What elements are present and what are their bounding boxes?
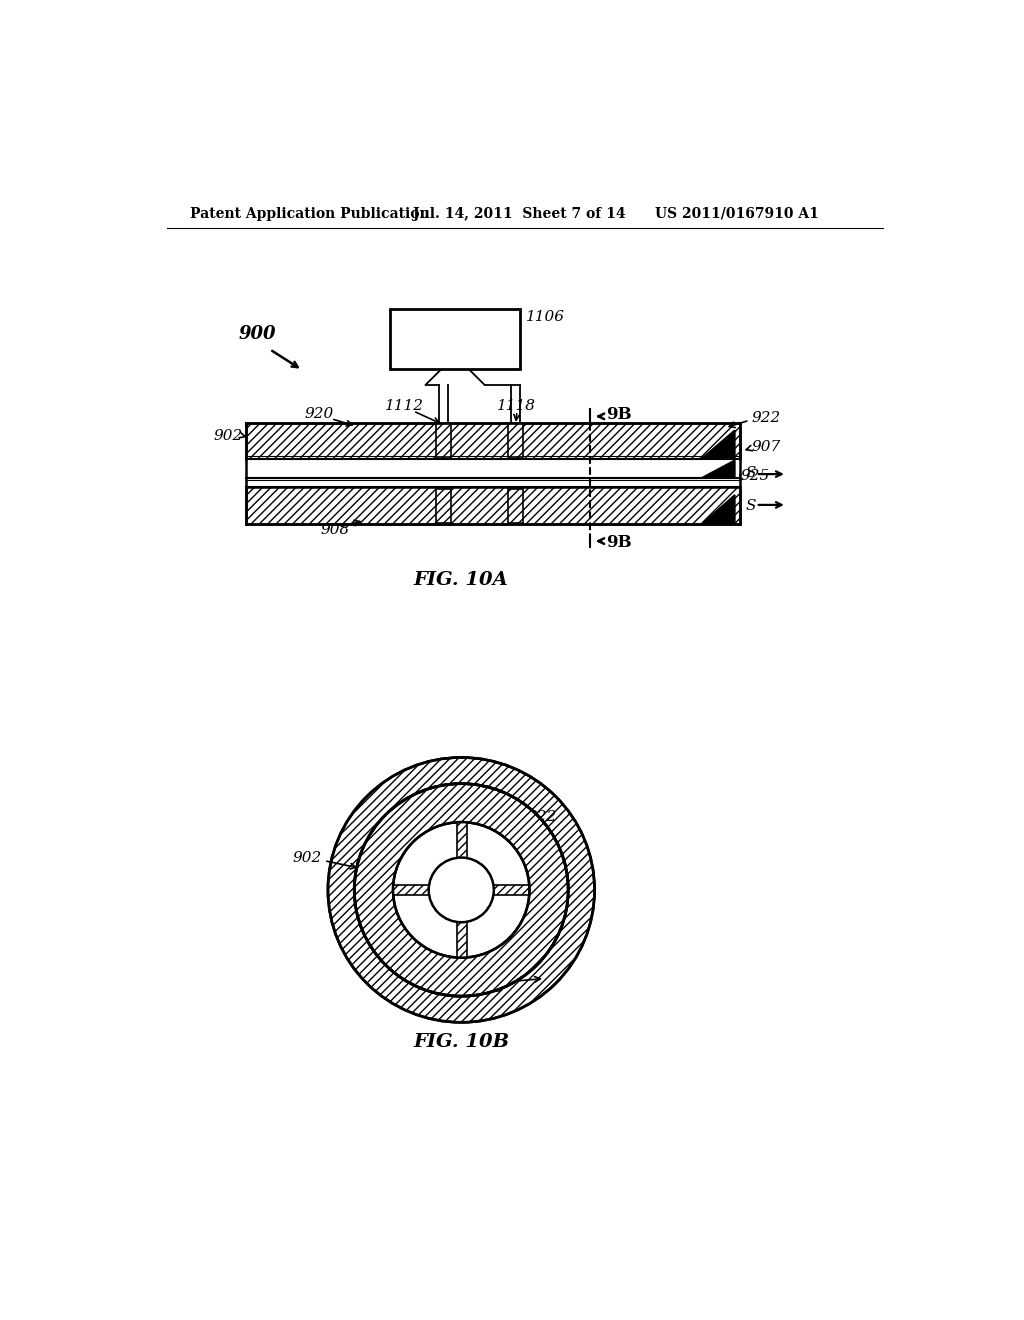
Bar <box>247 459 739 478</box>
Text: 905: 905 <box>663 475 692 488</box>
Circle shape <box>328 758 595 1022</box>
Text: FIG. 10B: FIG. 10B <box>414 1034 509 1051</box>
Bar <box>393 884 529 895</box>
Circle shape <box>393 822 529 958</box>
Text: 1118: 1118 <box>497 400 536 413</box>
Text: 1106: 1106 <box>526 310 565 323</box>
Text: 9B: 9B <box>606 407 632 424</box>
Text: 900: 900 <box>239 325 276 343</box>
Bar <box>246 487 740 524</box>
Text: S: S <box>745 499 756 512</box>
Text: 902: 902 <box>213 429 243 442</box>
Polygon shape <box>701 430 735 459</box>
Bar <box>390 309 520 370</box>
Text: 907: 907 <box>751 440 780 454</box>
Bar <box>435 488 452 523</box>
Bar <box>508 424 523 457</box>
Text: 920: 920 <box>305 407 334 421</box>
Text: Jul. 14, 2011  Sheet 7 of 14: Jul. 14, 2011 Sheet 7 of 14 <box>414 207 626 220</box>
Text: 908: 908 <box>475 982 505 995</box>
Bar <box>508 488 523 523</box>
Bar <box>435 424 452 457</box>
Text: FIG. 10A: FIG. 10A <box>414 572 509 589</box>
Text: US 2011/0167910 A1: US 2011/0167910 A1 <box>655 207 819 220</box>
Bar <box>247 478 739 487</box>
Text: 922: 922 <box>751 411 780 425</box>
Bar <box>246 422 740 459</box>
Text: 905: 905 <box>504 828 534 841</box>
Text: 9B: 9B <box>606 535 632 552</box>
Circle shape <box>354 784 568 997</box>
Text: S: S <box>745 466 756 480</box>
Bar <box>457 822 467 958</box>
Text: 1112: 1112 <box>385 400 424 413</box>
Text: Patent Application Publication: Patent Application Publication <box>190 207 430 220</box>
Polygon shape <box>701 461 735 478</box>
Text: 902: 902 <box>293 850 322 865</box>
Text: 908: 908 <box>321 523 349 536</box>
Polygon shape <box>701 495 735 524</box>
Text: 922: 922 <box>527 809 556 824</box>
Text: 925: 925 <box>740 470 769 483</box>
Circle shape <box>429 858 494 923</box>
